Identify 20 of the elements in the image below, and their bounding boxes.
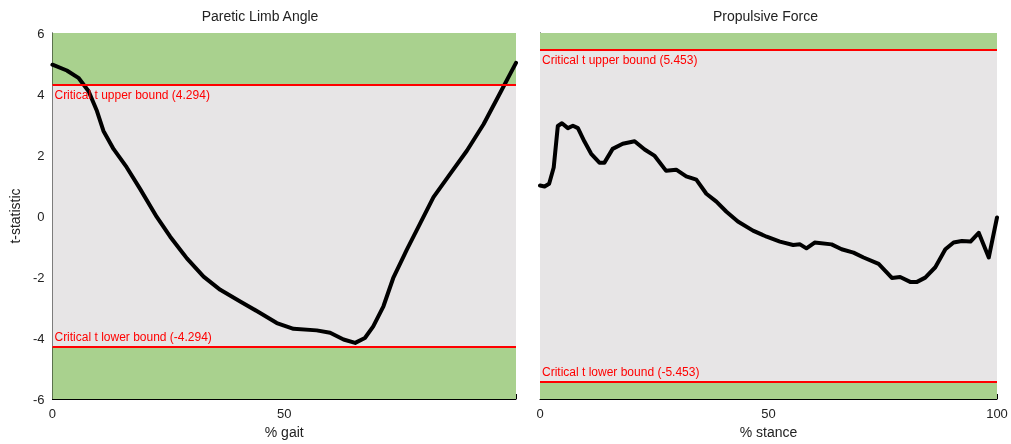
y-tick-label: 6 [37,25,45,41]
y-tick-label: -4 [32,330,45,346]
y-tick-label: 0 [37,208,45,224]
ref-line-label: Critical t lower bound (-4.294) [54,329,212,344]
y-axis-title: t-statistic [7,188,23,244]
y-tick-label: -2 [32,269,45,285]
x-tick-label: 50 [277,406,292,421]
chart-title: Propulsive Force [712,8,819,24]
y-tick-label: 4 [37,86,45,102]
x-axis-title: % gait [264,423,304,440]
y-tick-label: 2 [37,147,45,163]
ref-line-label: Critical t upper bound (5.453) [542,52,698,67]
y-tick-label: -6 [32,391,45,407]
x-tick-label: 100 [986,406,1008,421]
x-tick-label: 50 [761,406,776,421]
chart-title: Paretic Limb Angle [201,8,319,24]
x-axis-title: % stance [739,423,798,440]
x-tick-label: 0 [48,406,57,421]
x-tick-label: 0 [536,406,544,421]
ref-line-label: Critical t lower bound (-5.453) [542,365,700,380]
